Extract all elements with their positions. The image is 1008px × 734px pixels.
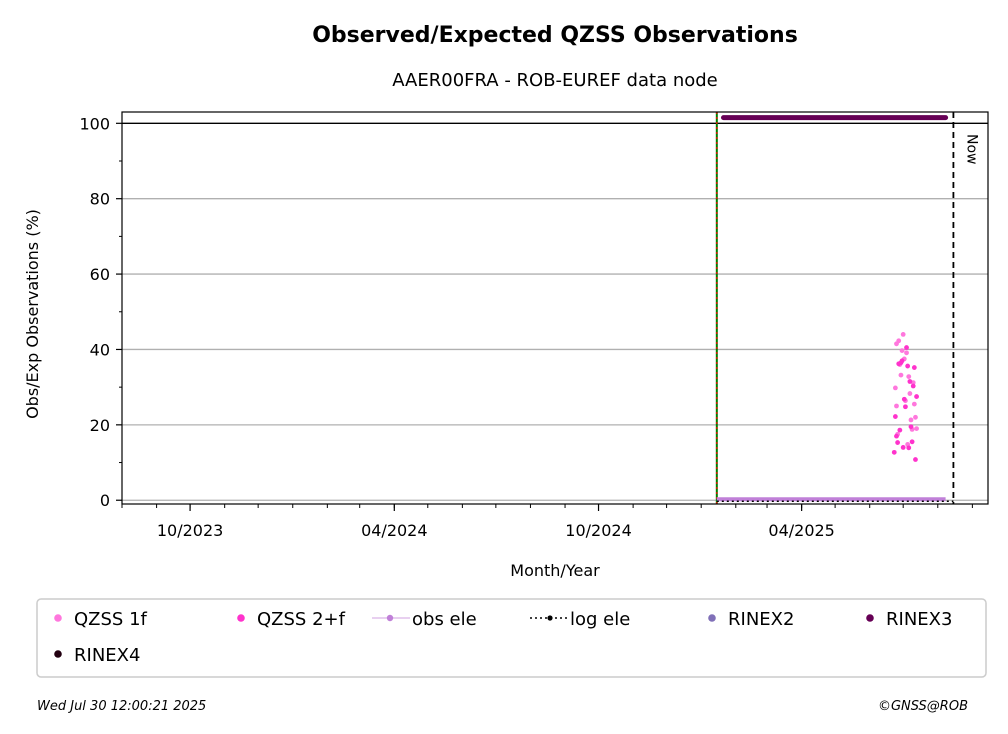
legend-item: RINEX2: [708, 609, 794, 630]
legend-item: QZSS 1f: [54, 609, 148, 630]
now-label: Now: [963, 134, 979, 165]
legend-label: log ele: [570, 609, 630, 630]
data-point: [914, 394, 919, 399]
legend-label: obs ele: [412, 609, 477, 630]
x-tick-label: 10/2024: [565, 521, 631, 540]
data-point: [906, 374, 912, 379]
data-point: [901, 396, 907, 402]
data-point: [892, 414, 898, 419]
data-point: [894, 403, 899, 409]
legend-label: QZSS 2+f: [257, 609, 346, 630]
y-axis-label: Obs/Exp Observations (%): [23, 209, 42, 419]
x-tick-label: 10/2023: [157, 521, 223, 540]
y-tick-label: 0: [100, 491, 110, 510]
data-point: [899, 348, 905, 353]
legend-item: log ele: [530, 609, 630, 630]
data-point: [914, 426, 919, 432]
legend-label: RINEX2: [728, 609, 794, 630]
y-tick-label: 20: [90, 416, 110, 435]
legend-swatch: [708, 614, 716, 622]
legend-item: obs ele: [372, 609, 477, 630]
data-point: [891, 449, 897, 455]
data-series: [716, 115, 954, 502]
legend-label: QZSS 1f: [74, 609, 148, 630]
y-axis: 0 20 40 60 80 100: [79, 114, 122, 510]
footer-timestamp: Wed Jul 30 12:00:21 2025: [37, 699, 206, 714]
legend-swatch: [54, 614, 62, 622]
legend-item: RINEX3: [866, 609, 952, 630]
data-point: [907, 391, 913, 396]
data-point: [910, 383, 916, 389]
legend-item: RINEX4: [54, 645, 140, 666]
footer-credit: ©GNSS@ROB: [878, 699, 968, 714]
data-point: [899, 358, 905, 364]
data-point: [906, 445, 912, 451]
legend-label: RINEX4: [74, 645, 140, 666]
grid-lines: [122, 122, 988, 501]
chart-title: Observed/Expected QZSS Observations: [312, 23, 798, 48]
data-point: [905, 363, 911, 369]
data-point: [909, 439, 915, 445]
y-tick-label: 60: [90, 265, 110, 284]
data-point: [903, 404, 908, 410]
legend-item: QZSS 2+f: [237, 609, 346, 630]
data-point: [897, 427, 903, 433]
data-point: [904, 345, 909, 350]
data-point: [904, 350, 909, 356]
data-point: [895, 440, 901, 445]
y-tick-label: 40: [90, 340, 110, 359]
plot-frame: [121, 111, 989, 505]
x-tick-label: 04/2024: [361, 521, 427, 540]
y-tick-label: 100: [79, 114, 110, 133]
chart-subtitle: AAER00FRA - ROB-EUREF data node: [392, 70, 718, 91]
data-point: [896, 338, 902, 344]
legend-swatch: [866, 614, 874, 622]
y-tick-label: 80: [90, 190, 110, 209]
data-point: [894, 433, 899, 439]
legend-swatch: [547, 615, 553, 621]
legend-swatch: [237, 614, 245, 622]
data-point: [913, 414, 918, 420]
data-point: [908, 417, 914, 423]
data-point: [911, 401, 917, 407]
legend-swatch: [386, 614, 394, 622]
legend: QZSS 1f QZSS 2+f obs ele log ele RINEX2 RINEX…: [54, 609, 952, 666]
x-axis-label: Month/Year: [510, 561, 600, 580]
x-axis: 10/2023 04/2024 10/2024 04/2025: [121, 504, 973, 540]
legend-box: [36, 598, 987, 678]
data-point: [907, 379, 913, 384]
data-point: [913, 457, 918, 462]
data-point: [900, 445, 906, 450]
data-point: [900, 331, 906, 337]
data-point: [911, 365, 917, 370]
legend-label: RINEX3: [886, 609, 952, 630]
legend-swatch: [54, 650, 62, 658]
data-point: [892, 385, 898, 391]
data-point: [898, 372, 904, 378]
data-point: [908, 424, 914, 430]
reference-lines: Now: [715, 112, 979, 504]
x-tick-label: 04/2025: [768, 521, 834, 540]
